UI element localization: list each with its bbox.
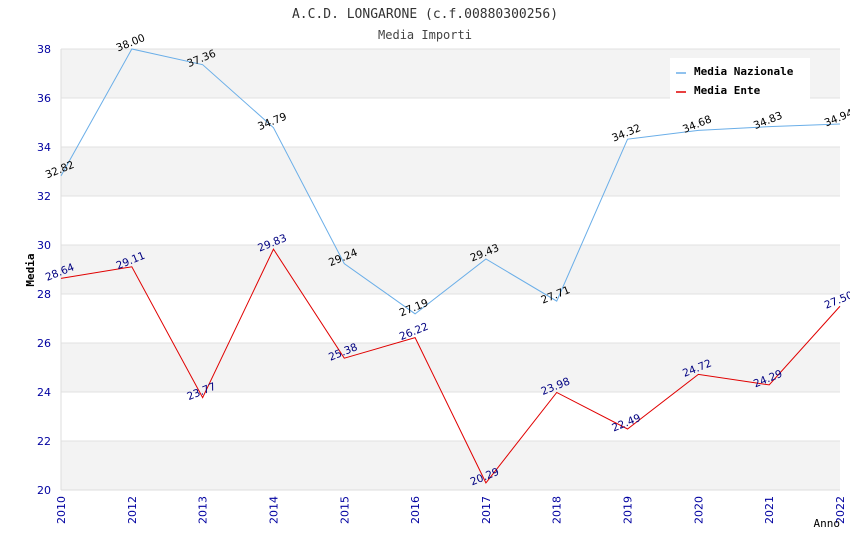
grid-band — [61, 147, 840, 196]
legend-label-media-nazionale: Media Nazionale — [694, 65, 794, 78]
grid-band — [61, 343, 840, 392]
y-axis-label: Media — [24, 253, 37, 286]
series-lines — [60, 48, 841, 484]
x-tick-label: 2020 — [692, 496, 705, 524]
x-tick-label: 2016 — [409, 496, 422, 524]
x-tick-label: 2010 — [55, 496, 68, 524]
y-tick-labels: 20 22 24 26 28 30 32 34 36 38 — [37, 43, 51, 497]
x-tick-label: 2012 — [126, 496, 139, 524]
x-tick-label: 2017 — [480, 496, 493, 524]
legend: Media Nazionale Media Ente — [670, 58, 810, 100]
grid-bands — [61, 49, 840, 490]
y-tick-label: 30 — [37, 239, 51, 252]
data-label: 27.19 — [398, 297, 430, 319]
x-tick-labels: 2010 2012 2013 2014 2015 2016 2017 2018 2019 2020… — [55, 496, 847, 524]
data-label: 34.94 — [823, 107, 850, 130]
x-axis-label: Anno — [814, 517, 841, 530]
grid-band — [61, 441, 840, 490]
x-tick-label: 2019 — [622, 496, 635, 524]
x-tick-label: 2022 — [834, 496, 847, 524]
x-tick-label: 2018 — [551, 496, 564, 524]
x-tick-label: 2021 — [763, 496, 776, 524]
x-tick-label: 2014 — [267, 496, 280, 524]
data-label: 34.83 — [752, 110, 784, 132]
legend-label-media-ente: Media Ente — [694, 84, 761, 97]
data-label: 34.79 — [256, 111, 288, 133]
y-tick-label: 32 — [37, 190, 51, 203]
y-tick-label: 26 — [37, 337, 51, 350]
grid-lines — [61, 48, 840, 491]
x-tick-label: 2015 — [338, 496, 351, 524]
chart-subtitle: Media Importi — [378, 28, 472, 42]
series-line-media-ente — [60, 248, 841, 484]
y-tick-label: 34 — [37, 141, 51, 154]
series-line-media-nazionale — [60, 48, 841, 315]
legend-background — [670, 58, 810, 100]
x-tick-label: 2013 — [197, 496, 210, 524]
y-tick-label: 20 — [37, 484, 51, 497]
data-label: 22.49 — [610, 412, 642, 434]
y-tick-label: 24 — [37, 386, 51, 399]
y-tick-label: 28 — [37, 288, 51, 301]
data-label: 26.22 — [398, 321, 430, 343]
y-tick-label: 36 — [37, 92, 51, 105]
data-label: 34.68 — [681, 113, 713, 135]
y-tick-label: 22 — [37, 435, 51, 448]
y-tick-label: 38 — [37, 43, 51, 56]
chart-title: A.C.D. LONGARONE (c.f.00880300256) — [292, 7, 558, 22]
